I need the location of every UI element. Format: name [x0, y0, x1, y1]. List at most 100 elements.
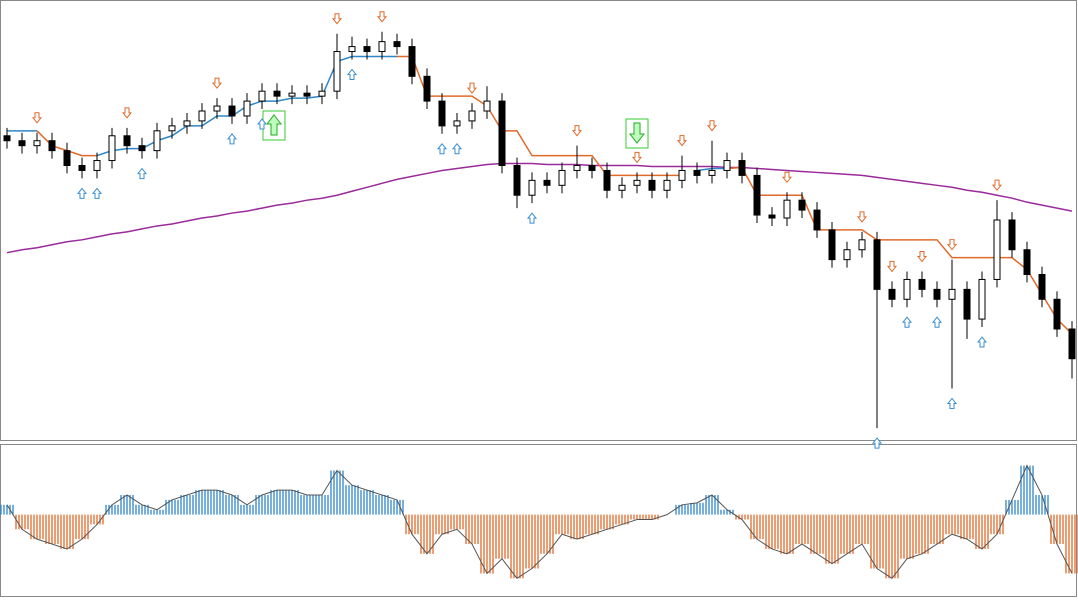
buy-arrow [526, 212, 538, 224]
candle-body [318, 90, 326, 97]
candle-body [588, 165, 596, 171]
sell-arrow [211, 77, 223, 89]
sell-arrow [991, 179, 1003, 191]
candle-body [1023, 249, 1031, 276]
candle-body [303, 92, 311, 97]
buy-arrow [976, 336, 988, 348]
candle-body [693, 169, 701, 176]
candle-body [678, 169, 686, 181]
candle-body [1068, 328, 1076, 360]
candle-body [93, 160, 101, 171]
candle-body [963, 288, 971, 320]
sell-arrow [856, 211, 868, 223]
candle-body [948, 288, 956, 300]
sell-arrow [121, 107, 133, 119]
candle-body [123, 135, 131, 147]
buy-arrow [226, 133, 238, 145]
candle-body [603, 169, 611, 191]
sell-arrow [781, 171, 793, 184]
candle-body [273, 90, 281, 97]
candle-body [828, 229, 836, 261]
candle-body [918, 278, 926, 290]
candle-body [723, 160, 731, 171]
signal-box [625, 118, 649, 149]
candle-body [663, 179, 671, 191]
sell-signal-box [625, 118, 649, 149]
sell-arrow [466, 82, 478, 94]
candle-body [48, 140, 56, 152]
candle-body [978, 278, 986, 320]
candle-body [873, 239, 881, 290]
sell-arrow [376, 11, 388, 23]
candle-body [78, 165, 86, 171]
candle-body [378, 41, 386, 53]
buy-arrow [946, 397, 958, 409]
candle-body [633, 179, 641, 186]
candle-body [438, 100, 446, 127]
buy-arrow [91, 187, 103, 199]
sell-arrow [916, 251, 928, 263]
candle-body [33, 140, 41, 147]
sell-arrow [331, 13, 343, 25]
candle-body [363, 46, 371, 53]
signal-arrow [265, 114, 283, 136]
candle-body [468, 110, 476, 122]
candle-body [288, 92, 296, 97]
candle-body [783, 199, 791, 219]
candle-body [648, 179, 656, 191]
candle-body [423, 75, 431, 102]
candle-body [183, 120, 191, 127]
candle-body [618, 184, 626, 191]
histogram-outline [6, 464, 1073, 580]
sell-arrow [946, 239, 958, 251]
candle-body [198, 110, 206, 122]
signal-arrow [628, 122, 646, 144]
candle-body [63, 150, 71, 167]
candle-body [18, 140, 26, 147]
candle-body [558, 169, 566, 186]
sell-arrow [631, 151, 643, 164]
candle-body [1053, 298, 1061, 330]
buy-arrow [451, 142, 463, 155]
candle-body [1038, 274, 1046, 300]
sell-arrow [571, 125, 583, 137]
candle-body [498, 100, 506, 166]
candle-body [993, 219, 1001, 280]
candle-body [543, 179, 551, 186]
buy-arrow [346, 68, 358, 80]
buy-arrow [256, 118, 268, 130]
candle-body [408, 46, 416, 77]
candle-body [573, 165, 581, 171]
buy-arrow [901, 316, 913, 328]
candle-body [708, 169, 716, 176]
buy-arrow [871, 437, 883, 449]
candle-body [348, 46, 356, 53]
moving-average [6, 162, 1073, 254]
candle-body [903, 278, 911, 300]
candle-body [153, 130, 161, 152]
candle-body [513, 165, 521, 196]
sell-arrow [886, 260, 898, 273]
buy-arrow [931, 316, 943, 328]
candle-body [333, 51, 341, 92]
candle-body [843, 249, 851, 261]
candle-body [258, 90, 266, 102]
candle-body [483, 100, 491, 112]
candle-body [858, 239, 866, 251]
candle-body [453, 120, 461, 127]
candle-body [753, 174, 761, 216]
main-panel [0, 0, 1077, 441]
candle-body [168, 125, 176, 132]
candle-body [888, 288, 896, 300]
buy-arrow [76, 187, 88, 199]
candle-body [213, 105, 221, 112]
candle-body [798, 199, 806, 211]
candle-body [933, 288, 941, 300]
sell-arrow [676, 135, 688, 147]
sell-arrow [31, 112, 43, 124]
candle-body [528, 179, 536, 196]
sell-arrow [706, 120, 718, 132]
candle-body [393, 41, 401, 48]
